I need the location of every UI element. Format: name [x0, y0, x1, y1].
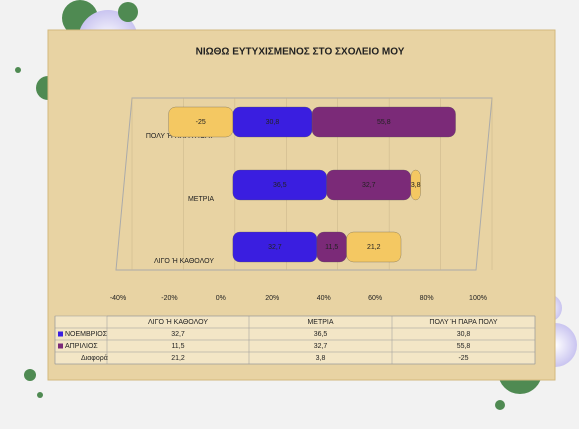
chart-title: ΝΙΩΘΩ ΕΥΤΥΧΙΣΜΕΝΟΣ ΣΤΟ ΣΧΟΛΕΙΟ ΜΟΥ — [196, 47, 405, 58]
legend-label: Διαφορά — [81, 354, 108, 362]
bar — [168, 106, 234, 138]
legend-label: ΝΟΕΜΒΡΙΟΣ — [65, 331, 108, 338]
bar-label: 32,7 — [268, 244, 282, 251]
x-tick-label: 60% — [368, 295, 382, 302]
table-cell: 36,5 — [314, 331, 328, 338]
y-tick-label: ΜΕΤΡΙΑ — [188, 196, 214, 203]
table-cell: 32,7 — [171, 331, 185, 338]
legend-swatch — [58, 331, 63, 337]
table-header: ΠΟΛΥ Ή ΠΑΡΑ ΠΟΛΥ — [429, 319, 497, 326]
bar — [311, 106, 456, 138]
bar-label: -25 — [196, 119, 206, 126]
bar-label: 3,8 — [411, 182, 421, 189]
x-tick-label: 40% — [317, 295, 331, 302]
x-tick-label: 0% — [216, 295, 226, 302]
bar-label: 21,2 — [367, 244, 381, 251]
data-table: ΛΙΓΟ Ή ΚΑΘΟΛΟΥ ΜΕΤΡΙΑ ΠΟΛΥ Ή ΠΑΡΑ ΠΟΛΥ ΝΟΕΜ… — [54, 315, 536, 365]
bar-label: 30,8 — [266, 119, 280, 126]
bar — [410, 169, 421, 201]
table-cell: 30,8 — [457, 331, 471, 338]
table-cell: 55,8 — [457, 343, 471, 350]
legend-swatch — [58, 343, 63, 349]
x-tick-label: 20% — [265, 295, 279, 302]
x-tick-label: -40% — [110, 295, 126, 302]
x-tick-label: -20% — [161, 295, 177, 302]
table-cell: 3,8 — [316, 355, 326, 362]
bar-label: 11,5 — [325, 244, 338, 251]
bar-label: 36,5 — [273, 182, 287, 189]
table-cell: -25 — [458, 355, 468, 362]
table-cell: 32,7 — [314, 343, 328, 350]
x-tick-label: 100% — [469, 295, 487, 302]
bar-label: 55,8 — [377, 119, 391, 126]
table-header: ΛΙΓΟ Ή ΚΑΘΟΛΟΥ — [148, 319, 208, 326]
legend-label: ΑΠΡΙΛΙΟΣ — [65, 343, 98, 350]
bar — [346, 231, 402, 263]
bar-label: 32,7 — [362, 182, 376, 189]
table-cell: 21,2 — [171, 355, 185, 362]
y-tick-label: ΛΙΓΟ Ή ΚΑΘΟΛΟΥ — [154, 258, 214, 265]
table-header: ΜΕΤΡΙΑ — [307, 319, 333, 326]
table-cell: 11,5 — [171, 343, 184, 350]
x-tick-label: 80% — [420, 295, 434, 302]
